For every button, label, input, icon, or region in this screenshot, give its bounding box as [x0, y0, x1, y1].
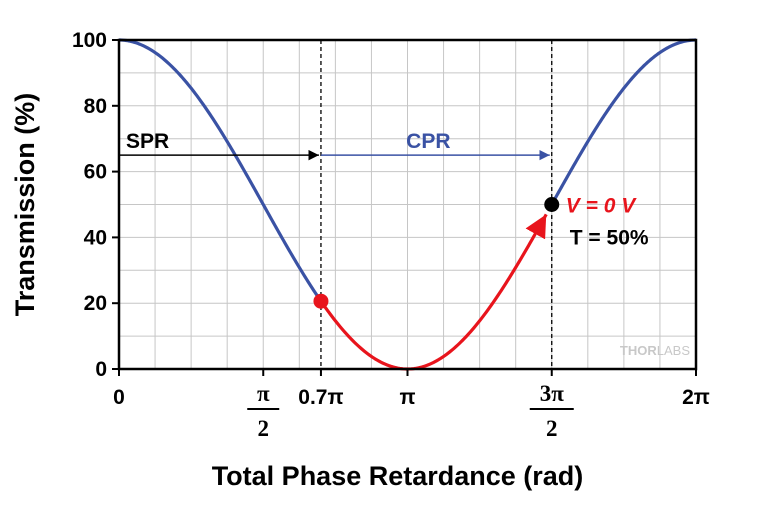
voltage-label: V = 0 V — [566, 195, 637, 218]
operating-point — [544, 197, 560, 212]
x-tick-denominator: 2 — [546, 416, 558, 441]
transmission-value-label: T = 50% — [570, 227, 649, 250]
x-tick-numerator: 3π — [540, 381, 565, 406]
thorlabs-logo: THORLABS — [620, 343, 690, 358]
brand-labs: LABS — [657, 343, 691, 358]
y-tick-label: 100 — [72, 29, 107, 52]
x-tick-label: π — [399, 386, 415, 409]
spr-label: SPR — [126, 130, 169, 153]
grid-lines — [119, 40, 696, 369]
y-tick-label: 80 — [84, 95, 107, 118]
curve-segment-red — [319, 213, 548, 371]
y-axis-ticks: 0 20 40 60 80 100 — [72, 29, 119, 381]
y-tick-label: 60 — [84, 161, 107, 184]
x-tick-denominator: 2 — [257, 416, 269, 441]
transmission-curve — [118, 38, 697, 371]
operating-point — [313, 293, 329, 309]
x-tick-label: 0 — [113, 386, 125, 409]
x-tick-numerator: π — [257, 381, 270, 406]
x-tick-label: 0.7π — [298, 386, 343, 409]
curve-segment-blue-left — [118, 38, 323, 303]
y-tick-label: 20 — [84, 292, 107, 315]
y-tick-label: 0 — [95, 358, 107, 381]
x-tick-label: 2π — [682, 386, 710, 409]
brand-thor: THOR — [620, 343, 657, 358]
y-tick-label: 40 — [84, 226, 107, 249]
y-axis-title: Transmission (%) — [10, 93, 40, 317]
curve-segment-blue-right — [550, 38, 697, 206]
cpr-label: CPR — [406, 130, 450, 153]
x-axis-title: Total Phase Retardance (rad) — [212, 461, 584, 491]
operating-points — [313, 197, 560, 309]
x-axis-ticks: 0 π 2 0.7π π 3π 2 2π — [113, 369, 710, 441]
